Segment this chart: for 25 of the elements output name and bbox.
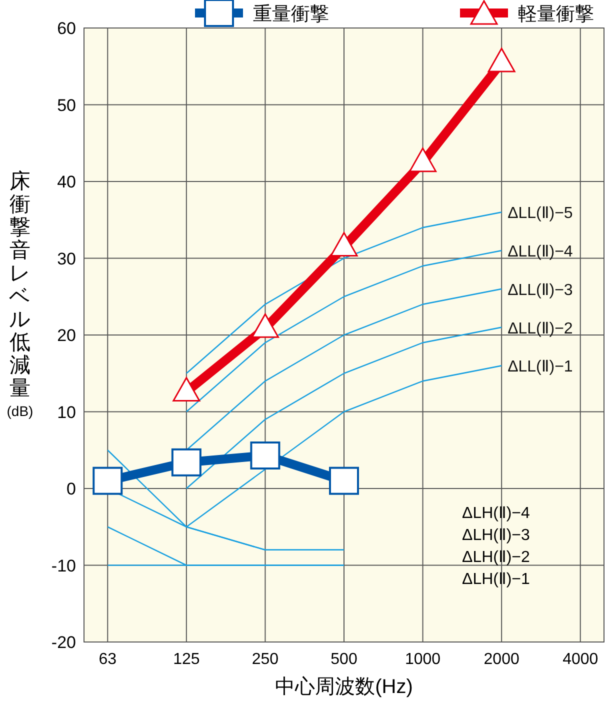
- series-label: ΔLL(Ⅱ)−3: [508, 282, 573, 299]
- x-tick-label: 2000: [484, 651, 520, 668]
- x-tick-label: 125: [173, 651, 200, 668]
- y-tick-label: -10: [51, 556, 76, 576]
- text: 床衝撃音レベル低減量(dB): [6, 170, 34, 419]
- y-tick-label: 50: [57, 96, 76, 115]
- x-tick-label: 63: [98, 651, 117, 668]
- x-tick-label: 500: [330, 651, 358, 668]
- y-tick-label: 10: [57, 402, 76, 422]
- x-axis-title: 中心周波数(Hz): [275, 676, 413, 698]
- y-tick-label: 0: [66, 480, 76, 498]
- series-label: ΔLL(Ⅱ)−5: [508, 205, 573, 222]
- series-label: ΔLL(Ⅱ)−1: [508, 358, 573, 376]
- legend-label: 重量衝撃: [253, 4, 329, 25]
- series-label: ΔLL(Ⅱ)−4: [508, 244, 573, 261]
- y-tick-label: 40: [57, 172, 76, 192]
- y-tick-label: 20: [57, 326, 76, 345]
- y-tick-label: 30: [57, 249, 76, 268]
- series-label: ΔLL(Ⅱ)−2: [508, 320, 573, 338]
- y-tick-label: -20: [51, 633, 76, 652]
- legend-label: 軽量衝撃: [518, 4, 594, 25]
- x-tick-label: 1000: [404, 651, 441, 668]
- y-tick-label: 60: [57, 19, 76, 38]
- x-tick-label: 250: [252, 651, 279, 668]
- x-tick-label: 4000: [562, 651, 598, 668]
